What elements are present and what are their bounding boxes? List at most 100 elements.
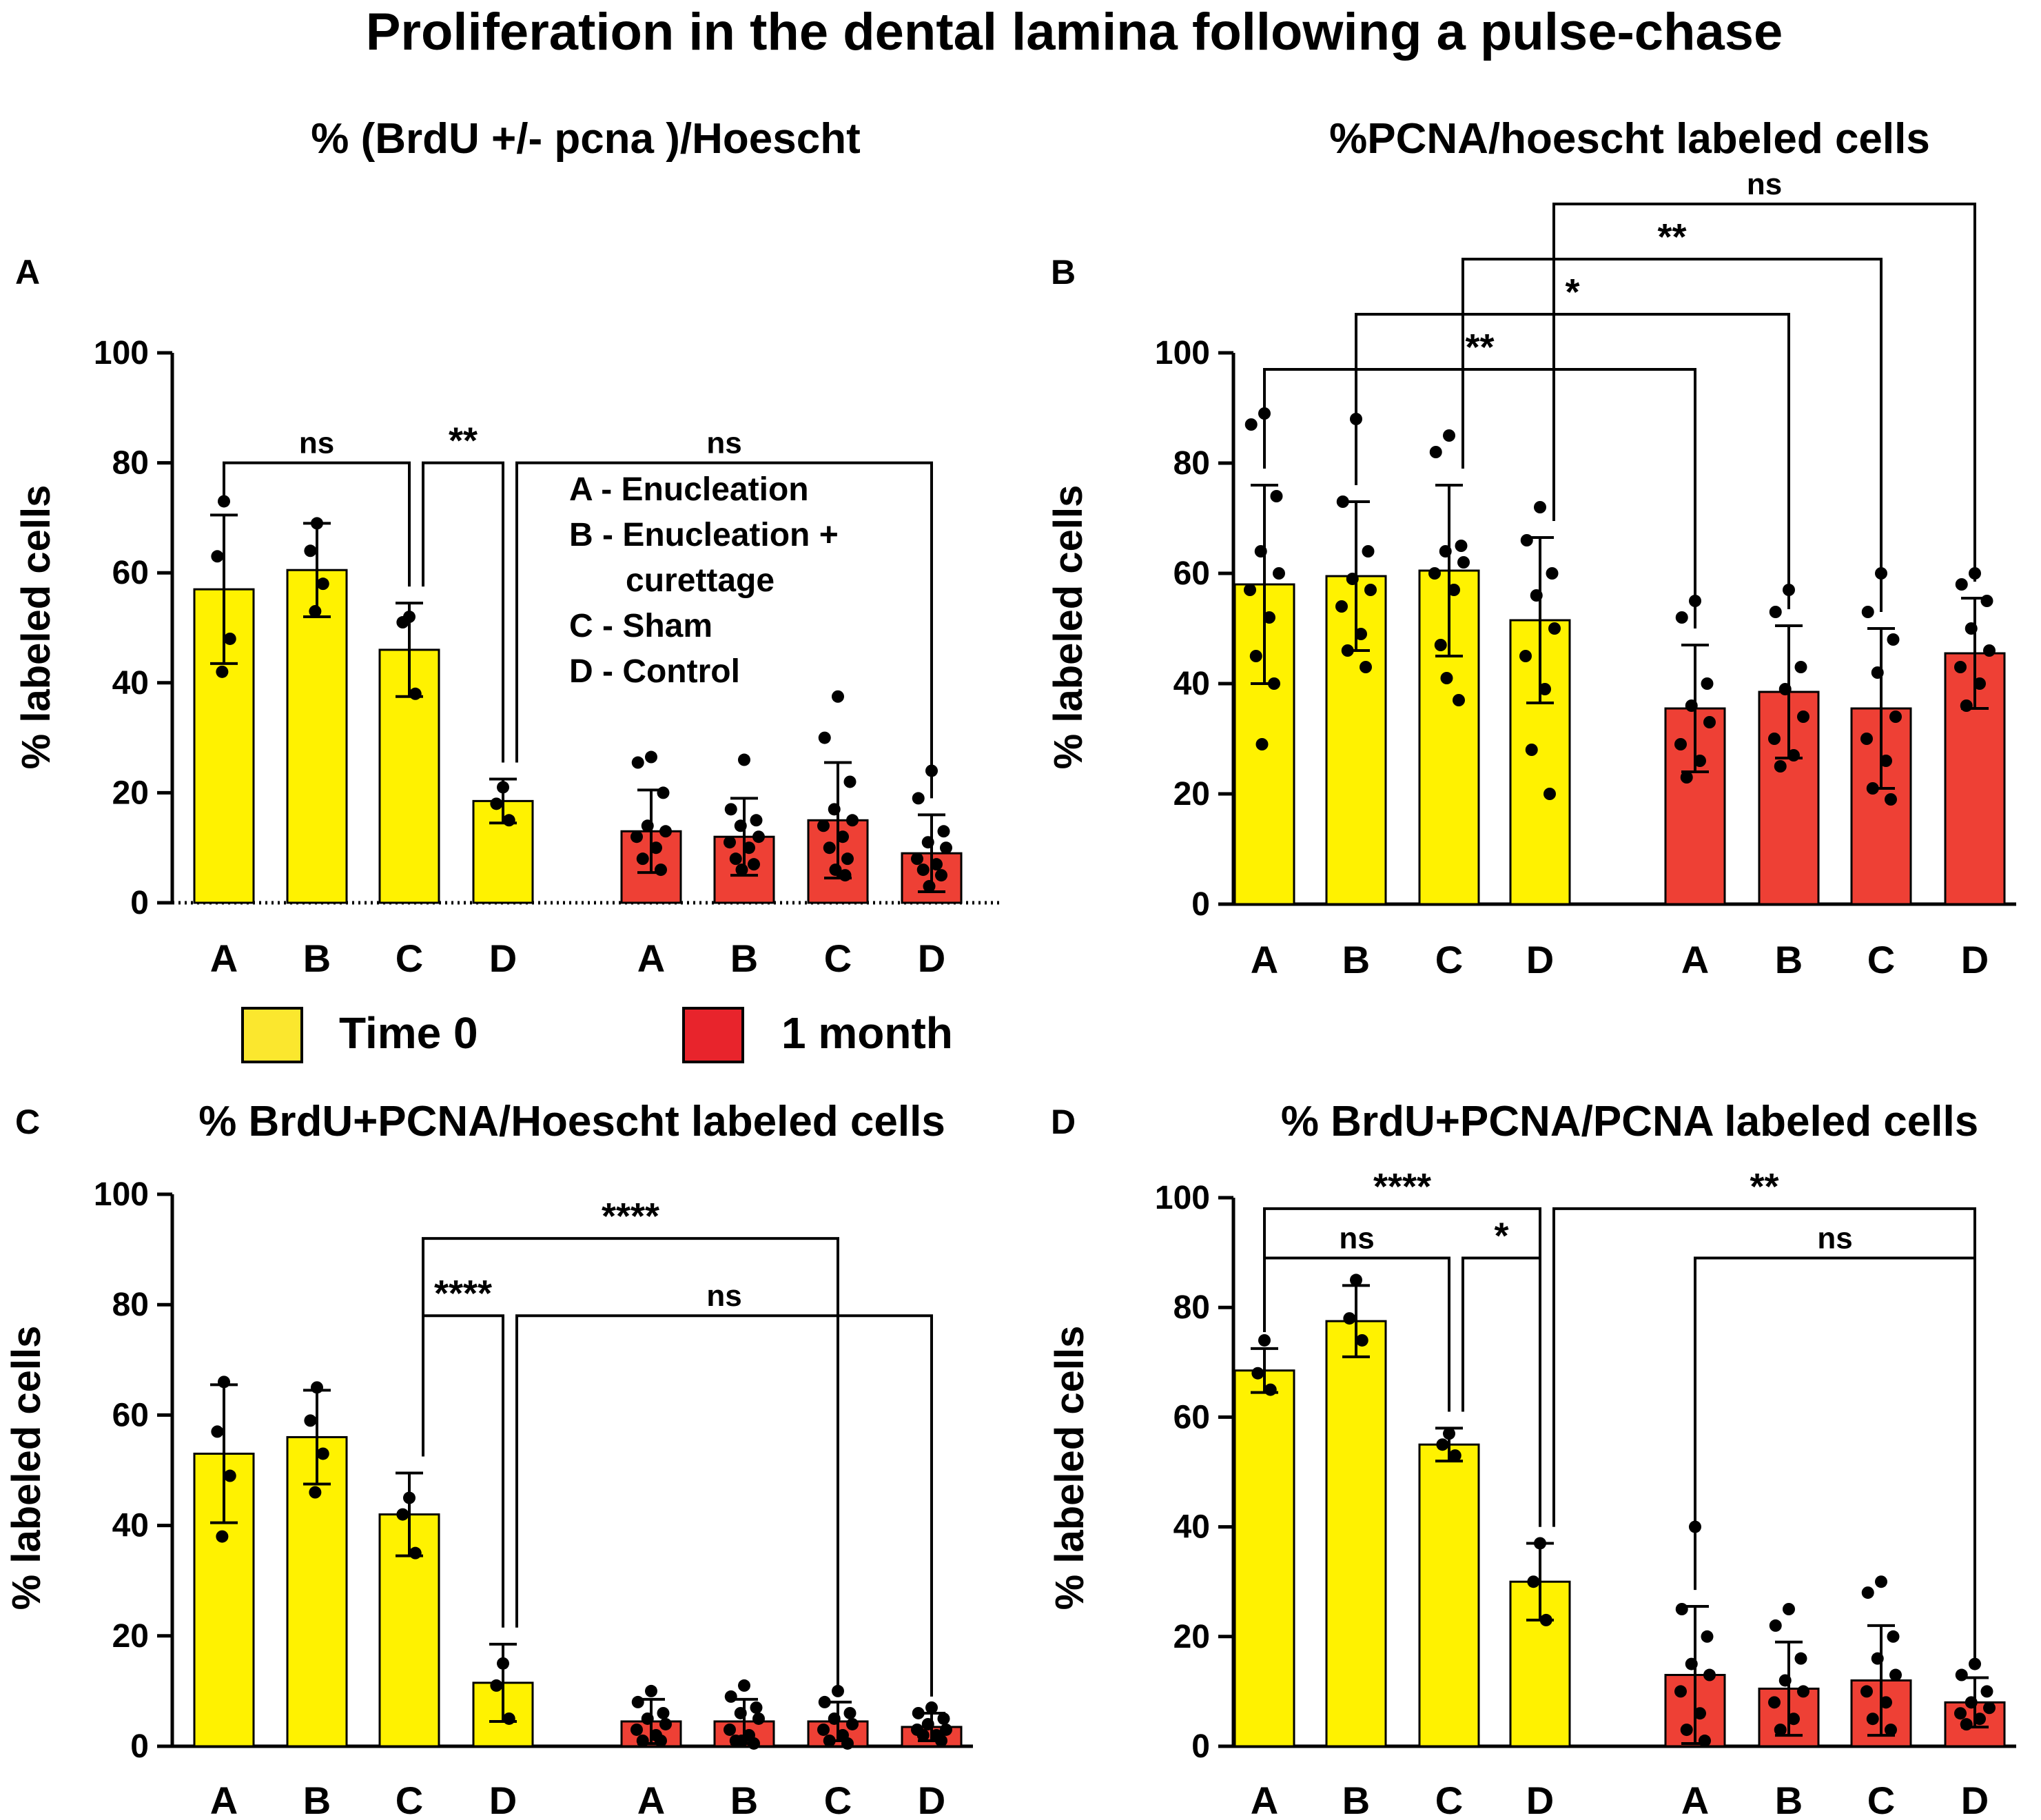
key-line: B - Enucleation + [569,517,839,553]
data-point [403,1491,416,1504]
data-point [734,819,747,832]
chart-title: % BrdU+PCNA/PCNA labeled cells [1281,1098,1978,1145]
data-point [823,1734,836,1747]
data-point [1980,595,1993,607]
data-point [223,1469,236,1482]
y-tick-label: 80 [112,445,149,482]
data-point [921,836,934,849]
data-point [502,1712,515,1725]
data-point [1768,733,1781,745]
data-point [1768,1696,1781,1709]
data-point [735,863,748,877]
data-point [935,1734,947,1747]
data-point [304,544,317,558]
y-tick-label: 20 [112,775,149,811]
y-tick-label: 80 [1173,1289,1210,1326]
data-point [1955,578,1968,591]
data-point [1694,1707,1706,1720]
data-point [925,1701,938,1714]
x-tick-label: C [1867,938,1895,981]
significance-label: ns [1339,1222,1374,1256]
data-point [1885,1724,1897,1737]
significance-bracket [1552,1207,1976,1661]
data-point [817,1723,830,1736]
data-point [216,1530,229,1543]
data-point [1519,650,1532,662]
data-point [1797,710,1809,723]
data-point [843,1706,857,1719]
x-tick-label: B [1775,938,1803,981]
data-point [846,814,859,827]
data-point [1273,567,1285,580]
data-point [1680,1724,1693,1737]
data-point [1346,573,1359,585]
x-tick-label: D [918,937,945,980]
panel-letter-c: C [15,1103,40,1141]
x-tick-label: A [1681,938,1709,981]
panel-a: % (BrdU +/- pcna )/Hoescht % labeled cell… [14,115,999,980]
data-point [1254,545,1267,558]
data-point [311,517,323,530]
data-point [1350,1274,1362,1287]
data-point [1701,677,1714,690]
data-point [497,781,509,794]
data-point [911,852,923,866]
key-line: C - Sham [569,608,712,644]
x-tick-label: D [1961,1779,1989,1820]
data-point [1675,611,1688,624]
data-point [1797,1685,1809,1698]
significance-label: ns [1747,167,1782,201]
x-tick-label: A [1251,1779,1278,1820]
data-point [743,841,755,855]
data-point [1548,622,1561,635]
data-point [1980,1685,1993,1698]
chart-title: % BrdU+PCNA/Hoescht labeled cells [198,1098,945,1145]
data-point [829,863,842,877]
data-point [1360,661,1372,673]
bar [1325,1320,1387,1748]
data-point [1674,738,1687,750]
y-tick-label: 20 [1173,776,1210,812]
data-point [1694,755,1706,767]
data-point [497,1657,509,1670]
data-point [846,1717,859,1730]
significance-label: ns [706,427,741,460]
data-point [1703,1668,1716,1681]
data-point [316,1447,329,1460]
data-point [1251,1367,1264,1380]
data-point [1769,1619,1782,1632]
data-point [218,495,230,508]
data-point [912,1706,925,1719]
data-point [1258,1333,1271,1347]
data-point [1861,1586,1874,1599]
data-point [1448,1449,1461,1462]
data-point [818,731,831,744]
data-point [817,819,830,832]
key-line: curettage [626,562,775,599]
data-point [839,869,852,882]
key-line: A - Enucleation [569,471,809,508]
data-point [645,750,657,764]
data-point [1364,584,1377,596]
data-point [748,1737,760,1750]
data-point [1889,1668,1902,1681]
data-point [832,690,844,703]
data-point [1774,1724,1787,1737]
significance-label: ns [1817,1222,1852,1256]
data-point [1343,1312,1356,1325]
x-tick-label: B [303,937,331,980]
group-legend: Time 0 1 month [241,1007,953,1063]
data-point [923,880,936,893]
data-point [1534,501,1546,513]
data-point [750,1701,763,1714]
significance-bracket [515,461,933,799]
x-tick-label: C [1435,938,1463,981]
y-tick-label: 100 [94,1176,149,1213]
data-point [724,803,737,816]
x-tick-label: A [637,937,665,980]
x-tick-label: C [1435,1779,1463,1820]
data-point [1268,677,1280,690]
data-point [1887,633,1900,646]
x-tick-label: D [489,1779,517,1820]
data-point [502,814,515,827]
